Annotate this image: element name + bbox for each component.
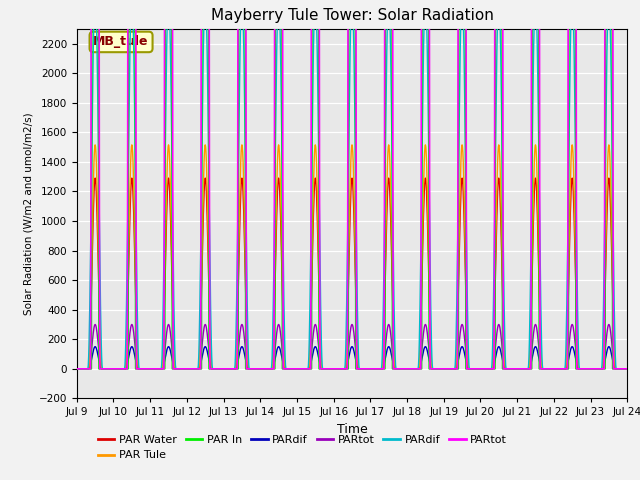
X-axis label: Time: Time bbox=[337, 423, 367, 436]
Legend: PAR Water, PAR Tule, PAR In, PARdif, PARtot, PARdif, PARtot: PAR Water, PAR Tule, PAR In, PARdif, PAR… bbox=[93, 431, 511, 465]
Title: Mayberry Tule Tower: Solar Radiation: Mayberry Tule Tower: Solar Radiation bbox=[211, 9, 493, 24]
Y-axis label: Solar Radiation (W/m2 and umol/m2/s): Solar Radiation (W/m2 and umol/m2/s) bbox=[23, 112, 33, 315]
Text: MB_tule: MB_tule bbox=[93, 36, 149, 48]
